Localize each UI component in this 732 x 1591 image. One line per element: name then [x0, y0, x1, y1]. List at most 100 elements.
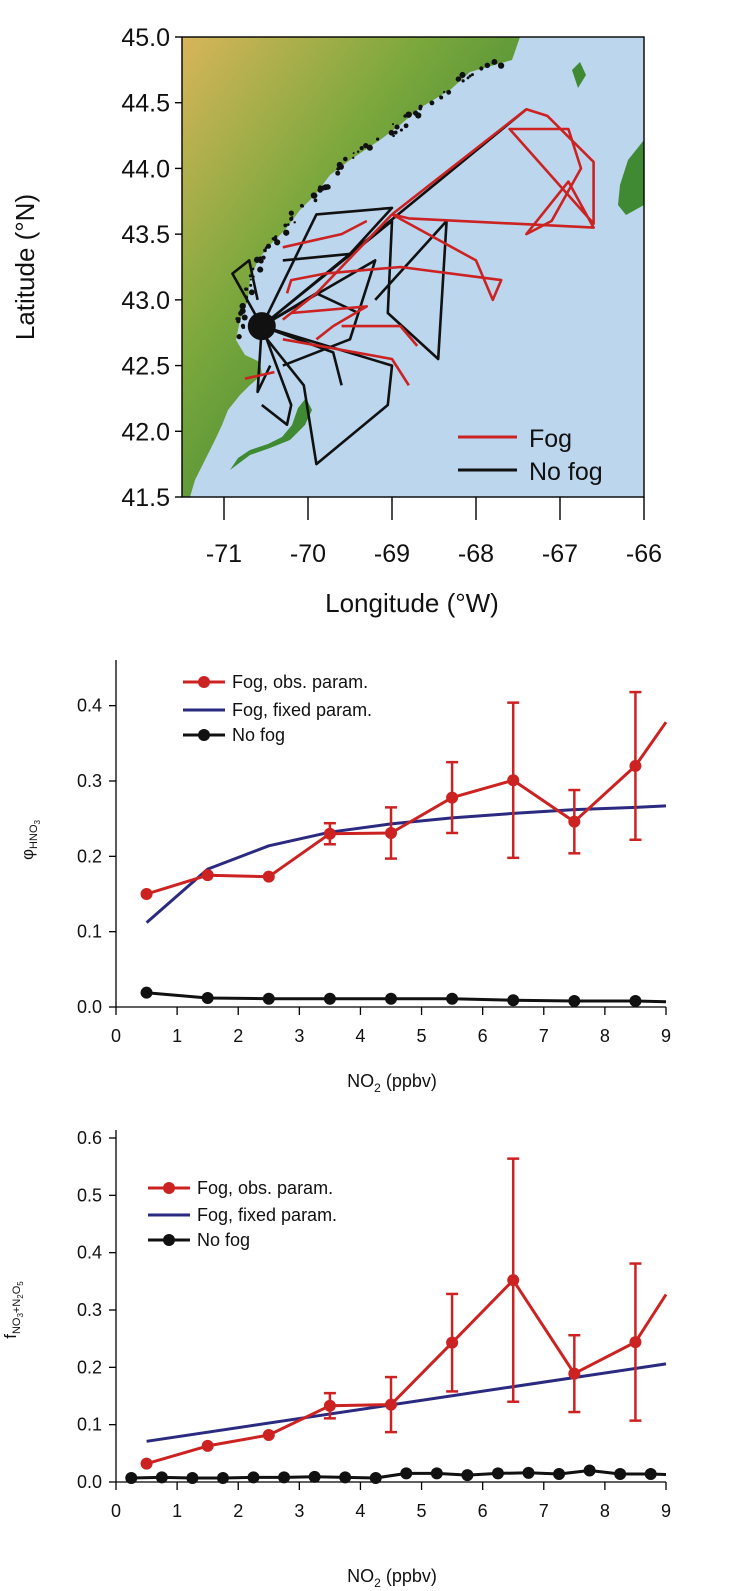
f-x-axis-label: NO2 (ppbv): [347, 1566, 437, 1590]
legend-fog-obs-marker: [163, 1182, 175, 1194]
x-tick-label: 3: [294, 1026, 304, 1046]
nofog-line: [146, 991, 667, 1004]
map-area: [182, 37, 644, 497]
phi-panel-plot: [140, 690, 668, 1007]
nofog-point: [262, 992, 275, 1005]
x-tick-label: 6: [478, 1501, 488, 1521]
fog-track: [341, 324, 419, 347]
fog-obs-point: [507, 1274, 520, 1287]
y-tick-label: 0.6: [77, 1128, 102, 1148]
coast-island: [293, 221, 296, 224]
map-panel: 45.044.544.043.543.042.542.041.5 -71 -70-…: [10, 24, 662, 618]
coast-island: [283, 223, 288, 228]
legend-fog-obs-label: Fog, obs. param.: [232, 672, 368, 692]
x-tick-label: 1: [172, 1501, 182, 1521]
nofog-point: [430, 1467, 443, 1480]
coast-island: [342, 156, 348, 162]
map-y-tick-label: 44.0: [121, 155, 170, 183]
x-tick-label: 5: [417, 1026, 427, 1046]
coast-island: [466, 76, 470, 80]
map-x-axis-label: Longitude (°W): [325, 588, 499, 618]
coast-island: [244, 287, 248, 291]
nofog-point: [507, 994, 520, 1007]
legend-nofog-marker: [163, 1234, 175, 1246]
coast-island: [479, 66, 484, 71]
y-tick-label: 0.1: [77, 1415, 102, 1435]
f-no3-n2o5-panel: 0.0 0.1 0.2 0.3 0.4 0.5 0.6 0 1 2 3 4 5 6 7 8 9 fNO3+N2O…: [1, 1128, 671, 1590]
nofog-point: [186, 1471, 199, 1484]
coast-island: [257, 266, 264, 273]
x-tick-label: 9: [661, 1501, 671, 1521]
coast-island: [288, 210, 294, 216]
grand-manan: [572, 62, 586, 88]
land-mass: [182, 37, 520, 497]
nofog-point: [140, 986, 153, 999]
coast-island: [320, 185, 326, 191]
coast-island: [484, 62, 491, 69]
f-panel-plot: [125, 1157, 668, 1484]
f-legend: Fog, obs. param. Fog, fixed param. No fo…: [148, 1178, 337, 1250]
coast-island: [261, 255, 266, 260]
x-tick-label: 7: [539, 1026, 549, 1046]
coast-island: [491, 59, 498, 65]
nofog-point: [446, 992, 459, 1005]
y-tick-label: 0.4: [77, 696, 102, 716]
x-tick-label: 3: [294, 1501, 304, 1521]
nofog-track: [260, 324, 394, 466]
map-x-tick-label: -69: [374, 540, 410, 568]
legend-fog-fixed-label: Fog, fixed param.: [197, 1205, 337, 1225]
fog-obs-point: [201, 869, 214, 882]
map-y-ticks: 45.0 44.5 44.0 43.5 43.0 42.5 42.0 41.5: [121, 24, 182, 512]
x-tick-label: 2: [233, 1026, 243, 1046]
coast-island: [403, 123, 409, 129]
phi-x-axis-label: NO2 (ppbv): [347, 1071, 437, 1095]
map-frame: [181, 36, 645, 498]
nofog-point: [553, 1467, 566, 1480]
map-x-ticks: -71 -70 -69 -68 -67 -66: [206, 497, 662, 568]
nova-scotia: [618, 140, 644, 215]
coast-island: [239, 302, 246, 310]
fog-obs-point: [568, 815, 581, 828]
fog-track: [285, 213, 503, 302]
legend-nofog-label: No fog: [197, 1230, 250, 1250]
x-tick-label: 4: [355, 1026, 365, 1046]
fog-obs-point: [446, 1336, 459, 1349]
coast-island: [405, 111, 412, 118]
nofog-point: [216, 1471, 229, 1484]
x-tick-label: 0: [111, 1026, 121, 1046]
coast-island: [241, 314, 248, 321]
coast-island: [388, 129, 395, 136]
nofog-point: [614, 1467, 627, 1480]
coast-island: [359, 146, 364, 151]
x-tick-label: 8: [600, 1501, 610, 1521]
nofog-point: [644, 1467, 657, 1480]
legend-nofog-label: No fog: [529, 458, 603, 486]
y-tick-label: 0.0: [77, 1472, 102, 1492]
coast-island: [249, 283, 253, 287]
map-y-tick-label: 42.0: [121, 418, 170, 446]
nofog-point: [400, 1467, 413, 1480]
x-tick-label: 6: [478, 1026, 488, 1046]
y-tick-label: 0.4: [77, 1243, 102, 1263]
coast-island: [271, 237, 275, 241]
fog-obs-point: [140, 1457, 153, 1470]
fog-obs-point: [323, 1399, 336, 1412]
x-tick-label: 8: [600, 1026, 610, 1046]
coast-island: [394, 124, 400, 130]
coast-island: [283, 229, 290, 236]
map-x-tick-label: -70: [290, 540, 326, 568]
map-y-tick-label: 41.5: [121, 484, 170, 512]
coast-island: [439, 95, 442, 98]
y-tick-label: 0.2: [77, 1357, 102, 1377]
coast-island: [413, 110, 419, 116]
nofog-track: [260, 325, 293, 427]
fog-track: [282, 338, 410, 386]
coast-island: [497, 62, 505, 69]
cape-cod: [230, 398, 312, 470]
coast-island: [393, 130, 398, 135]
fog-obs-point: [446, 791, 459, 804]
nofog-point: [339, 1471, 352, 1484]
map-x-tick-label: -66: [626, 540, 662, 568]
coast-island: [236, 334, 242, 340]
